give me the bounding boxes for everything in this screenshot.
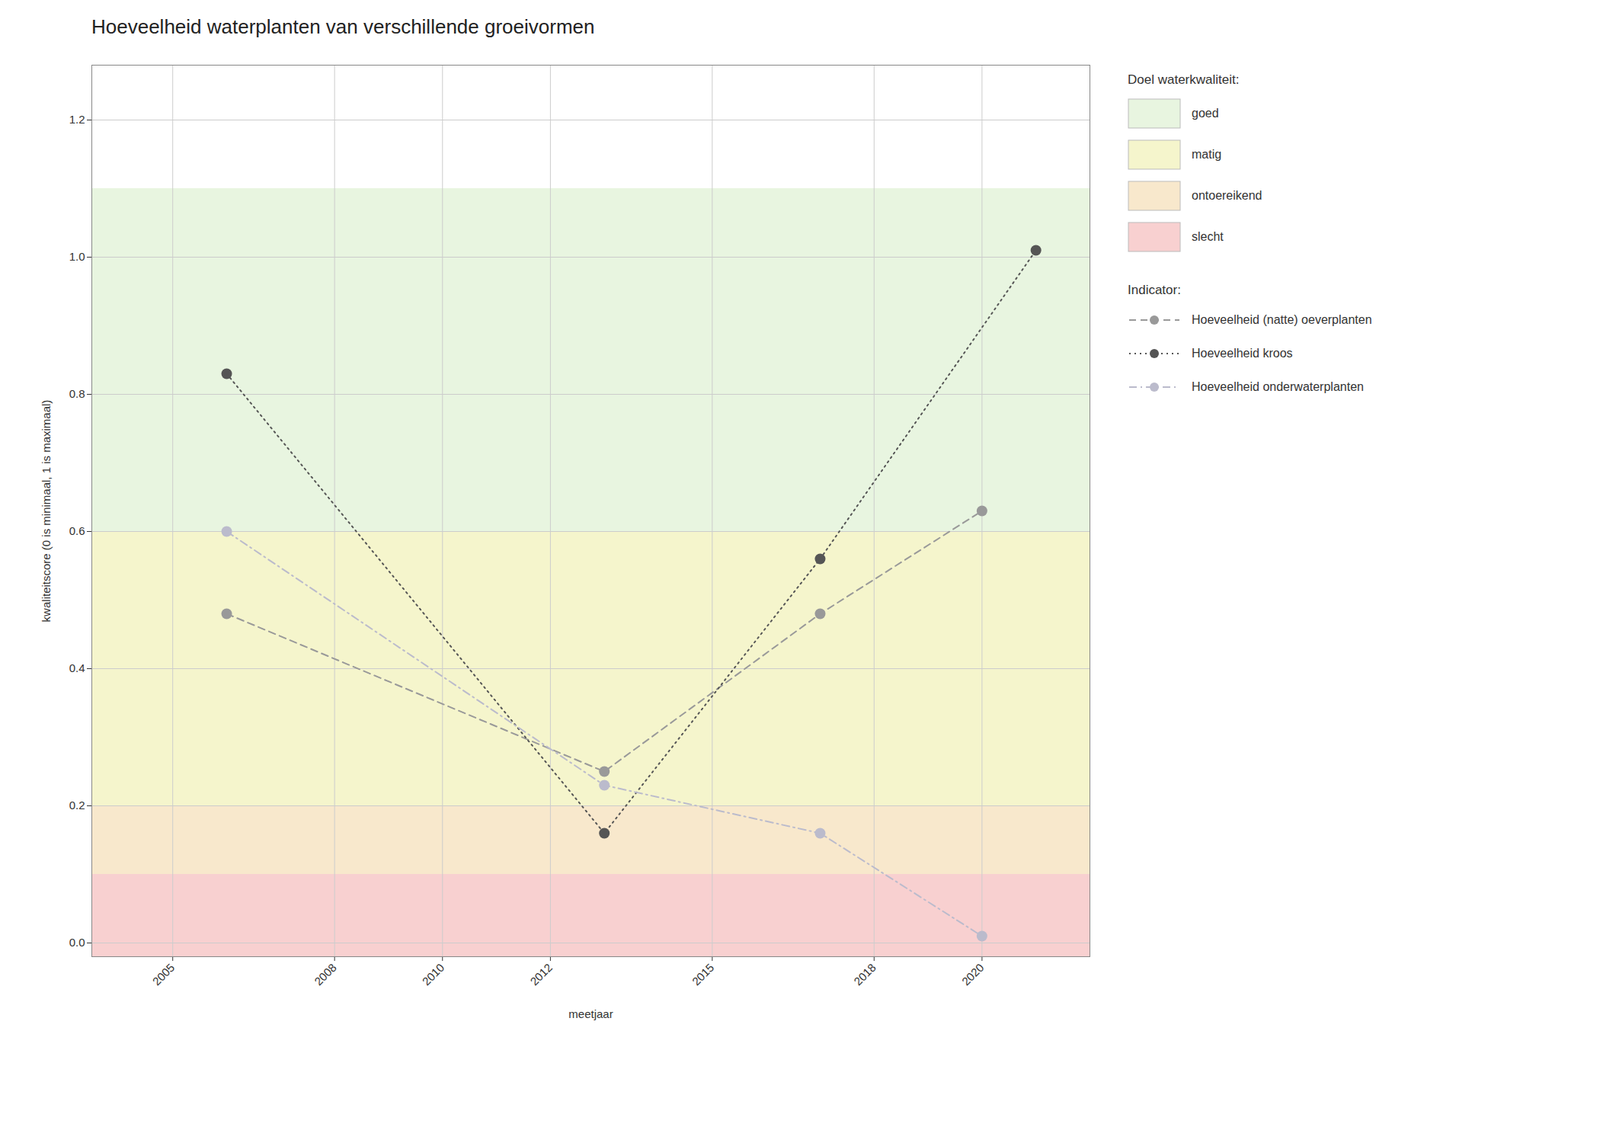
svg-text:2018: 2018 — [851, 960, 879, 989]
svg-text:2010: 2010 — [419, 960, 448, 989]
svg-text:2008: 2008 — [311, 960, 340, 989]
svg-text:0.8: 0.8 — [69, 387, 86, 400]
svg-text:2012: 2012 — [527, 960, 555, 989]
svg-text:0.0: 0.0 — [69, 935, 86, 949]
svg-text:0.6: 0.6 — [69, 524, 86, 538]
html-text:Hoeveelheid (natte) oeverplant: Hoeveelheid (natte) oeverplanten — [1191, 313, 1372, 327]
html-text:Hoeveelheid waterplanten van v: Hoeveelheid waterplanten van verschillen… — [91, 15, 595, 39]
html-text:ontoereikend: ontoereikend — [1191, 188, 1263, 202]
html-text:Indicator:: Indicator: — [1127, 282, 1181, 298]
html-text:slecht: slecht — [1191, 230, 1224, 244]
svg-text:1.2: 1.2 — [69, 112, 86, 126]
svg-text:1.0: 1.0 — [69, 249, 86, 263]
svg-text:0.4: 0.4 — [69, 661, 86, 675]
html-text:Hoeveelheid onderwaterplanten: Hoeveelheid onderwaterplanten — [1191, 380, 1364, 394]
svg-text:2015: 2015 — [689, 960, 717, 989]
svg-text:2020: 2020 — [959, 960, 987, 989]
html-text:Hoeveelheid kroos: Hoeveelheid kroos — [1191, 346, 1293, 360]
html-text:Doel waterkwaliteit:: Doel waterkwaliteit: — [1127, 72, 1240, 87]
svg-text:2005: 2005 — [150, 960, 178, 989]
svg-text:kwaliteitscore (0 is minimaal,: kwaliteitscore (0 is minimaal, 1 is maxi… — [39, 400, 53, 623]
html-text:goed: goed — [1191, 106, 1219, 120]
html-text:matig: matig — [1191, 147, 1222, 161]
svg-text:meetjaar: meetjaar — [568, 1007, 613, 1021]
svg-text:0.2: 0.2 — [69, 798, 86, 812]
